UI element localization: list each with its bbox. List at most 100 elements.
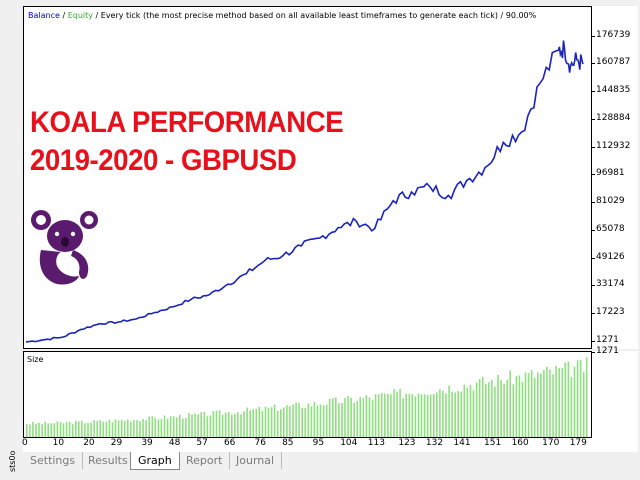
size-bar [445, 393, 447, 437]
tab-results[interactable]: Results [81, 452, 136, 469]
size-bar [71, 424, 74, 437]
size-bar [387, 393, 389, 437]
size-bar [350, 397, 352, 437]
y-tick-label: 112932 [590, 140, 631, 151]
size-bar [127, 419, 129, 437]
y-tick-label: 49126 [591, 251, 625, 262]
size-bar [136, 420, 138, 437]
balance-chart: Balance / Equity / Every tick (the most … [23, 6, 592, 349]
size-bar [433, 394, 435, 437]
size-bar [234, 413, 236, 437]
size-bar [114, 419, 117, 437]
chart-legend: Balance / Equity / Every tick (the most … [28, 11, 536, 20]
size-bar [224, 412, 227, 437]
size-bar [286, 405, 288, 437]
size-bar [182, 418, 184, 437]
tester-tabs: Settings Results Graph Report Journal [23, 452, 638, 474]
y-tick-label: 65078 [591, 223, 625, 234]
legend-description: / Every tick (the most precise method ba… [92, 11, 537, 20]
size-bar [420, 394, 423, 437]
size-bar [270, 407, 273, 437]
size-bar [546, 366, 548, 437]
size-bar [148, 416, 150, 437]
size-bar [215, 410, 218, 437]
size-bar [405, 393, 407, 437]
size-bar [102, 421, 105, 437]
size-bar [469, 384, 472, 437]
size-bar [218, 410, 221, 437]
size-bar [209, 415, 212, 437]
size-bar [105, 421, 108, 437]
size-bar [252, 409, 254, 437]
size-bar [570, 376, 573, 437]
size-bar [249, 410, 251, 437]
size-chart: Size [23, 351, 592, 438]
koala-logo [31, 210, 98, 285]
promo-line-1: KOALA PERFORMANCE [30, 106, 344, 139]
size-bar [561, 367, 564, 437]
size-bar [160, 419, 163, 437]
size-bar [68, 421, 71, 437]
size-bar [481, 376, 484, 437]
x-tick-label: 95 [312, 438, 325, 448]
size-bar [472, 390, 475, 437]
size-bar [120, 420, 123, 437]
size-bar [380, 393, 383, 437]
size-bar [518, 375, 521, 437]
size-bar [90, 422, 92, 437]
x-tick-label: 123 [398, 438, 416, 448]
size-bar [273, 404, 276, 437]
size-bar [558, 367, 560, 437]
tab-report[interactable]: Report [179, 452, 231, 469]
size-bar [62, 423, 65, 437]
y-tick-label: 160787 [590, 57, 631, 68]
size-bar [78, 421, 80, 437]
size-bar [359, 397, 362, 437]
side-panel: sts0o [6, 4, 20, 474]
size-bar [325, 404, 328, 437]
size-bar [393, 389, 395, 437]
y-tick-label: 1271 [591, 335, 619, 345]
x-tick-label: 29 [110, 438, 123, 448]
size-bar [417, 393, 420, 437]
size-bar [491, 380, 493, 437]
size-bar [338, 403, 340, 437]
size-bar [390, 394, 392, 437]
size-bar [203, 411, 206, 437]
size-bar [255, 408, 258, 437]
size-bar [267, 407, 270, 437]
size-bar [276, 410, 279, 437]
size-bar [139, 421, 141, 437]
size-bar [460, 391, 463, 437]
size-bar [543, 370, 545, 437]
size-bar [179, 414, 181, 437]
x-tick-label: 66 [223, 438, 236, 448]
size-bar [227, 412, 230, 437]
size-bar [292, 404, 294, 437]
size-bar [142, 419, 144, 437]
tab-journal[interactable]: Journal [229, 452, 283, 469]
size-bar [509, 370, 511, 437]
x-tick-label: 39 [141, 438, 153, 448]
size-bar [457, 391, 459, 437]
size-bar [50, 423, 53, 437]
y-tick-label: 96981 [591, 168, 625, 179]
size-bar [402, 398, 404, 437]
balance-line [25, 40, 584, 343]
tab-graph[interactable]: Graph [130, 452, 180, 470]
promo-line-2: 2019-2020 - GBPUSD [30, 144, 297, 177]
size-bar [99, 420, 101, 437]
size-bar [335, 397, 337, 437]
size-bar [133, 420, 135, 437]
size-bar [96, 420, 98, 437]
size-bar [38, 422, 40, 437]
x-tick-label: 179 [569, 438, 587, 448]
size-bar [304, 408, 306, 437]
x-tick-label: 170 [542, 438, 560, 448]
size-bar [307, 403, 310, 437]
tab-settings[interactable]: Settings [23, 452, 84, 469]
size-bar [533, 377, 536, 437]
size-bar [289, 406, 291, 437]
size-bar [194, 413, 196, 437]
size-bar [298, 402, 300, 437]
